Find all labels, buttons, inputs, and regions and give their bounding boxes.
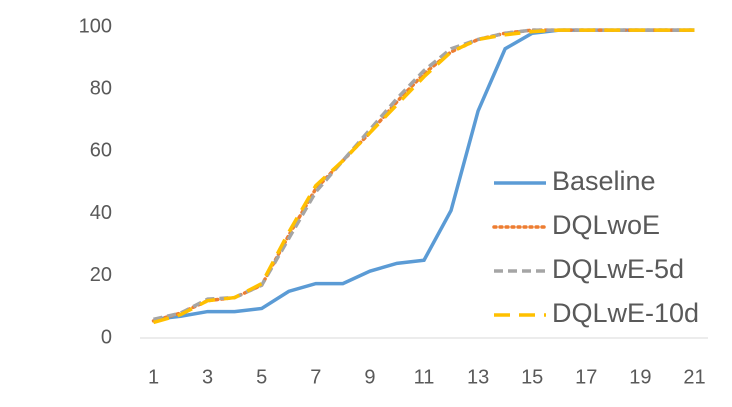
legend-label: Baseline — [552, 166, 656, 196]
x-tick-label: 3 — [202, 366, 213, 388]
x-tick-label: 11 — [414, 366, 435, 388]
x-tick-label: 7 — [310, 366, 321, 388]
y-tick-label: 80 — [90, 77, 112, 99]
y-tick-label: 0 — [101, 326, 112, 348]
series-line — [153, 28, 695, 325]
x-tick-label: 9 — [364, 366, 375, 388]
x-tick-label: 15 — [521, 366, 543, 388]
y-tick-label: 40 — [90, 202, 112, 224]
x-tick-label: 21 — [683, 366, 705, 388]
x-tick-label: 1 — [148, 366, 159, 388]
x-tick-label: 19 — [629, 366, 651, 388]
y-tick-label: 60 — [90, 140, 112, 162]
legend-label: DQLwE-10d — [552, 298, 699, 328]
legend-label: DQLwoE — [552, 210, 660, 240]
legend-label: DQLwE-5d — [552, 254, 684, 284]
y-tick-label: 20 — [90, 264, 112, 286]
x-tick-label: 13 — [467, 366, 489, 388]
x-tick-label: 17 — [575, 366, 597, 388]
y-tick-label: 100 — [79, 15, 112, 37]
x-tick-label: 5 — [256, 366, 267, 388]
